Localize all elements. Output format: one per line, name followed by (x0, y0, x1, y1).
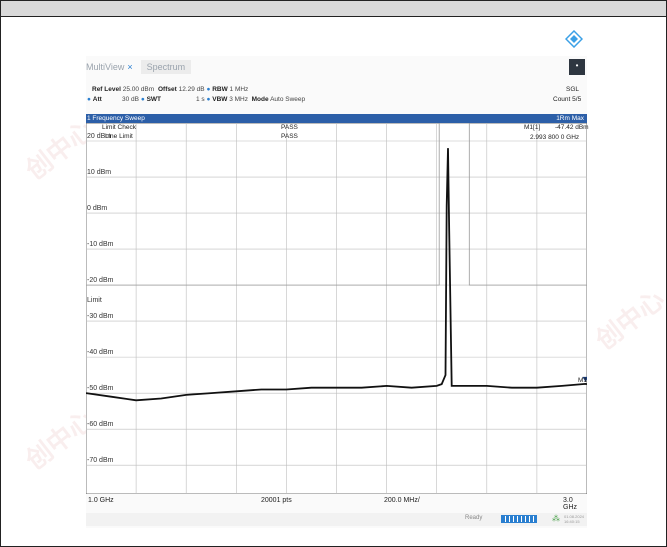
tab-multiview-label: MultiView (86, 62, 125, 72)
window-title: 1 Frequency Sweep (87, 115, 145, 122)
marker-level: -47.42 dBm (555, 124, 589, 131)
mode-label: Mode (251, 96, 269, 103)
limit-line-label: Limit (87, 297, 102, 304)
y-tick-label: -40 dBm (87, 349, 114, 357)
rbw-label: RBW (212, 86, 228, 93)
trace-line (86, 148, 587, 402)
limit-check-label: Limit Check (102, 124, 136, 131)
x-start-label: 1.0 GHz (88, 497, 114, 504)
y-tick-label: 0 dBm (87, 205, 108, 213)
vbw-value: 3 MHz (229, 96, 248, 103)
rohde-schwarz-logo-icon (565, 30, 583, 48)
frame-header-bar (1, 1, 666, 17)
offset-info: Offset 12.29 dB ● RBW 1 MHz (158, 86, 248, 93)
marker-frequency: 2.993 800 0 GHz (530, 134, 580, 141)
swt-value-info: 1 s ● VBW 3 MHz Mode Auto Sweep (196, 96, 305, 103)
att-info: ● Att (87, 96, 102, 103)
status-date: 01.08.2024 (564, 514, 585, 519)
marker-name: M1[1] (524, 124, 541, 131)
ref-level-info: Ref Level 25.00 dBm (92, 86, 154, 93)
spectrum-plot[interactable] (86, 123, 587, 494)
sweep-count: Count 5/5 (553, 96, 582, 103)
sweep-type: SGL (566, 86, 580, 93)
frequency-sweep-header[interactable]: 1 Frequency Sweep 1Rm Max (86, 114, 587, 123)
spectrum-chart (86, 123, 587, 494)
status-bar: Ready ⁂ 01.08.2024 16:40:15 (86, 513, 587, 526)
rbw-value: 1 MHz (229, 86, 249, 93)
tab-spectrum-label: Spectrum (146, 62, 186, 72)
mode-value: Auto Sweep (270, 96, 306, 103)
progress-bar (501, 515, 537, 523)
x-span-label: 200.0 MHz/ (384, 497, 420, 504)
y-tick-label: -20 dBm (87, 277, 114, 285)
status-ready: Ready (465, 515, 483, 521)
marker-triangle (582, 376, 587, 382)
y-tick-label: -30 dBm (87, 313, 114, 321)
coupled-dot-icon: ● (140, 96, 145, 103)
tab-multiview[interactable]: MultiView × (86, 62, 133, 72)
status-time: 16:40:15 (564, 519, 580, 524)
y-tick-label: 10 dBm (87, 169, 112, 177)
y-tick-label: -70 dBm (87, 457, 114, 465)
ref-level-value: 25.00 dBm (122, 86, 155, 93)
coupled-dot-icon: ● (206, 86, 211, 93)
x-points-label: 20001 pts (261, 497, 292, 504)
tab-spectrum[interactable]: Spectrum (140, 60, 192, 74)
y-tick-label: -10 dBm (87, 241, 114, 249)
x-axis-footer: 1.0 GHz 20001 pts 200.0 MHz/ 3.0 GHz (86, 497, 587, 511)
att-value: 30 dB (122, 96, 139, 103)
coupled-dot-icon: ● (87, 96, 91, 103)
close-icon[interactable]: × (127, 62, 133, 72)
vbw-label: VBW (212, 96, 228, 103)
att-label: Att (92, 96, 102, 103)
ref-level-label: Ref Level (92, 86, 121, 93)
limit-check-result: PASS (281, 124, 298, 131)
limit-line (86, 123, 587, 286)
line-limit-label: Line Limit (105, 133, 133, 140)
line-limit-result: PASS (281, 133, 298, 140)
offset-value: 12.29 dB (178, 86, 205, 93)
y-tick-label: -60 dBm (87, 421, 114, 429)
marker-tag: M1 (578, 377, 588, 384)
tab-bar: MultiView × Spectrum (86, 59, 199, 75)
coupled-dot-icon: ● (206, 96, 211, 103)
trace-mode: 1Rm Max (556, 115, 584, 122)
swt-label: SWT (146, 96, 162, 103)
status-datetime: 01.08.2024 16:40:15 (564, 514, 584, 524)
network-icon: ⁂ (552, 514, 560, 523)
toolbar-menu-button[interactable]: • (569, 59, 585, 75)
offset-label: Offset (158, 86, 177, 93)
y-tick-label: -50 dBm (87, 385, 114, 393)
swt-value: 1 s (196, 96, 205, 103)
y-tick-label: 20 dBm (87, 133, 112, 140)
x-stop-label: 3.0 GHz (563, 497, 577, 511)
att-value-info: 30 dB ● SWT (122, 96, 161, 103)
